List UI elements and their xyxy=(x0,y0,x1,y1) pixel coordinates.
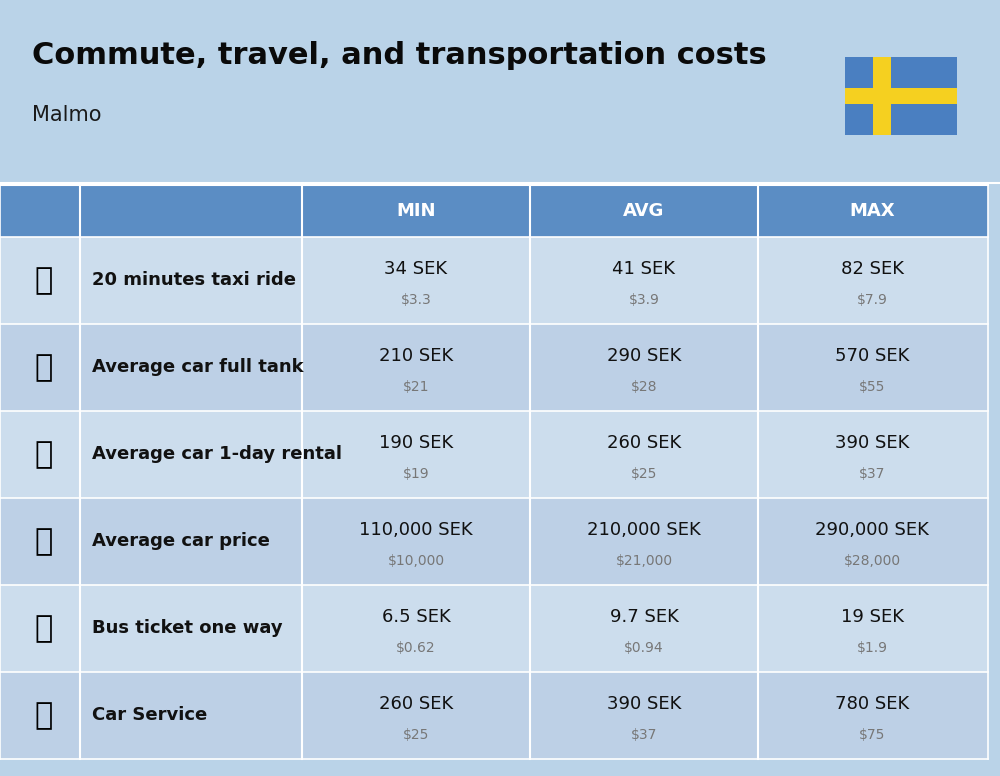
Text: 82 SEK: 82 SEK xyxy=(841,260,904,278)
Text: $1.9: $1.9 xyxy=(857,641,888,655)
Text: $25: $25 xyxy=(631,466,657,480)
Text: 210,000 SEK: 210,000 SEK xyxy=(587,521,701,539)
Text: $0.94: $0.94 xyxy=(624,641,664,655)
Bar xyxy=(0,585,988,672)
Text: Average car 1-day rental: Average car 1-day rental xyxy=(92,445,342,463)
Text: Bus ticket one way: Bus ticket one way xyxy=(92,619,283,638)
Text: 🚌: 🚌 xyxy=(35,614,53,643)
Text: 290,000 SEK: 290,000 SEK xyxy=(815,521,929,539)
Text: $21,000: $21,000 xyxy=(615,553,673,567)
Text: $28,000: $28,000 xyxy=(843,553,901,567)
Text: ⛽: ⛽ xyxy=(35,353,53,382)
Text: $3.9: $3.9 xyxy=(629,293,659,307)
Text: 9.7 SEK: 9.7 SEK xyxy=(610,608,678,626)
Text: MIN: MIN xyxy=(396,202,436,220)
Bar xyxy=(845,88,957,104)
Text: 110,000 SEK: 110,000 SEK xyxy=(359,521,473,539)
Text: MAX: MAX xyxy=(849,202,895,220)
Text: Average car price: Average car price xyxy=(92,532,270,550)
Text: 6.5 SEK: 6.5 SEK xyxy=(382,608,450,626)
Text: $3.3: $3.3 xyxy=(401,293,431,307)
Text: 260 SEK: 260 SEK xyxy=(379,695,453,713)
Text: 20 minutes taxi ride: 20 minutes taxi ride xyxy=(92,272,296,289)
Text: $10,000: $10,000 xyxy=(387,553,445,567)
Text: $28: $28 xyxy=(631,379,657,393)
Text: $0.62: $0.62 xyxy=(396,641,436,655)
Text: $55: $55 xyxy=(859,379,885,393)
Text: Commute, travel, and transportation costs: Commute, travel, and transportation cost… xyxy=(32,41,767,71)
Text: 390 SEK: 390 SEK xyxy=(835,435,909,452)
Text: 41 SEK: 41 SEK xyxy=(612,260,676,278)
Text: 190 SEK: 190 SEK xyxy=(379,435,453,452)
Text: AVG: AVG xyxy=(623,202,665,220)
Text: 390 SEK: 390 SEK xyxy=(607,695,681,713)
Bar xyxy=(0,324,988,411)
Bar xyxy=(0,672,988,759)
Bar xyxy=(0,185,988,237)
Text: $37: $37 xyxy=(631,728,657,742)
Bar xyxy=(873,57,891,135)
Text: $21: $21 xyxy=(403,379,429,393)
Bar xyxy=(0,498,988,585)
Text: 780 SEK: 780 SEK xyxy=(835,695,909,713)
Text: $75: $75 xyxy=(859,728,885,742)
Text: 🚗: 🚗 xyxy=(35,527,53,556)
Text: $7.9: $7.9 xyxy=(857,293,887,307)
Text: 570 SEK: 570 SEK xyxy=(835,347,909,365)
Bar xyxy=(845,57,957,135)
Text: $37: $37 xyxy=(859,466,885,480)
Text: 🚗: 🚗 xyxy=(35,440,53,469)
Text: 19 SEK: 19 SEK xyxy=(841,608,904,626)
Text: 34 SEK: 34 SEK xyxy=(384,260,448,278)
Text: 🔧: 🔧 xyxy=(35,701,53,730)
Bar xyxy=(0,237,988,324)
Text: 260 SEK: 260 SEK xyxy=(607,435,681,452)
Text: 210 SEK: 210 SEK xyxy=(379,347,453,365)
Text: Average car full tank: Average car full tank xyxy=(92,359,304,376)
Text: 🚕: 🚕 xyxy=(35,266,53,295)
Text: $25: $25 xyxy=(403,728,429,742)
Text: Malmo: Malmo xyxy=(32,105,102,125)
Text: 290 SEK: 290 SEK xyxy=(607,347,681,365)
Text: Car Service: Car Service xyxy=(92,706,207,725)
Bar xyxy=(0,411,988,498)
Text: $19: $19 xyxy=(403,466,429,480)
